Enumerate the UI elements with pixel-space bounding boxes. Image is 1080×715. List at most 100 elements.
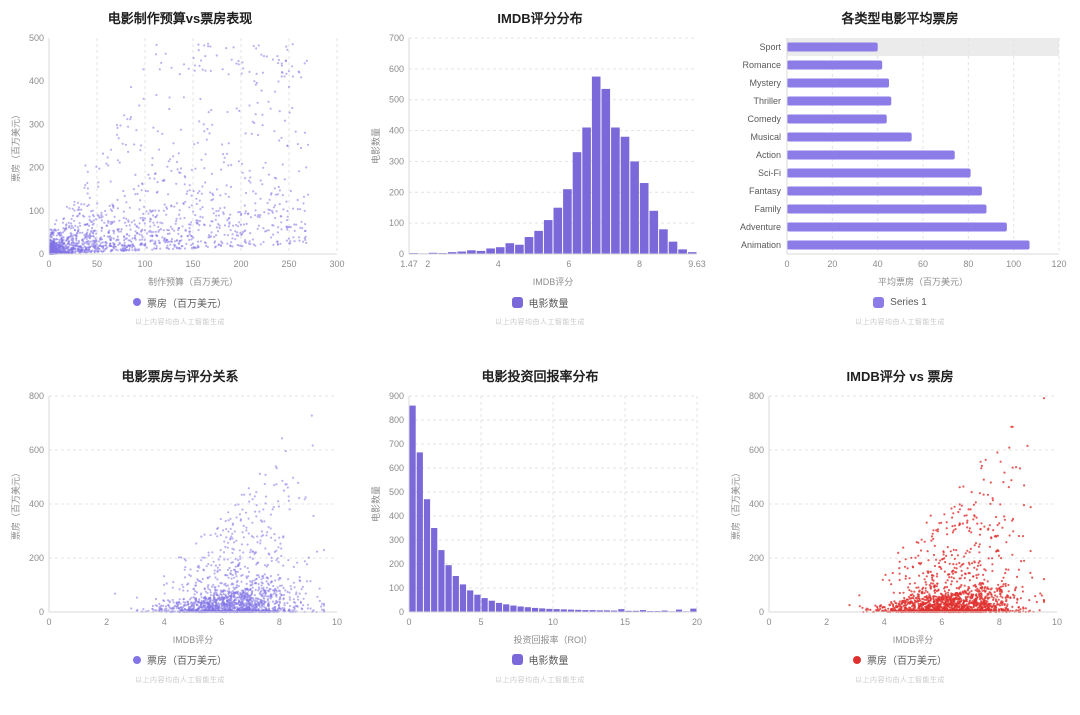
imdb-vs-boxoffice-scatter-plot[interactable]: 0 2 4 6 8 10 0 200 400 600 800 IMDB评分 票房（百万美元） [729,388,1071,646]
x-tick-label: 2 [824,617,829,627]
x-tick-label: 2 [425,259,430,269]
ai-generated-note: 以上内容均由人工智能生成 [495,676,585,684]
chart-card-boxoffice-vs-rating: 电影票房与评分关系 0 2 4 6 8 10 0 200 400 600 800 IMDB评分 票房（百… [0,357,360,715]
x-tick-label: 150 [185,259,200,269]
category-label: Fantasy [749,186,782,196]
category-label: Sport [759,42,781,52]
legend-marker-icon [511,296,523,308]
imdb-rating-histogram-plot[interactable]: 1.47 2 4 6 8 9.63 0 100 200 300 400 500 600 700 IMDB评分… [369,30,711,288]
chart-card-budget-vs-boxoffice: 电影制作预算vs票房表现 0 50 100 150 200 250 300 0 100 200 30… [0,0,360,358]
x-tick-label: 80 [963,259,973,269]
legend-boxoffice[interactable]: 票房（百万美元） [133,652,227,668]
axis-lines [48,395,337,612]
y-tick-label: 400 [29,499,44,509]
legend-movie-count[interactable]: 电影数量 [511,652,569,668]
ai-generated-note: 以上内容均由人工智能生成 [135,319,225,326]
chart-title: 电影制作预算vs票房表现 [107,11,253,26]
x-tick-label: 20 [827,259,837,269]
chart-title: IMDB评分 vs 票房 [846,368,954,384]
y-tick-label: 700 [389,33,404,43]
gridlines [831,38,1060,254]
category-label: Action [756,150,781,160]
axis-lines [786,38,1059,255]
y-tick-label: 300 [389,156,404,166]
x-tick-label: 1.47 [400,259,418,269]
axis-lines [48,38,337,255]
x-tick-label: 10 [548,617,558,627]
histogram-bars [409,76,697,254]
y-tick-label: 200 [29,163,44,173]
category-label: Animation [741,240,781,250]
y-tick-label: 200 [389,559,404,569]
y-tick-label: 100 [29,206,44,216]
ai-generated-note: 以上内容均由人工智能生成 [855,676,945,684]
x-tick-label: 50 [92,259,102,269]
legend-boxoffice[interactable]: 票房（百万美元） [853,652,947,668]
x-tick-label: 200 [233,259,248,269]
legend-label: 票房（百万美元） [867,656,947,667]
x-tick-label: 4 [496,259,501,269]
y-tick-label: 0 [399,249,404,259]
y-tick-label: 0 [39,249,44,259]
roi-histogram-plot[interactable]: 0 5 10 15 200100200300400500600700800900投资回报… [369,388,711,646]
chart-card-genre-average-boxoffice: 各类型电影平均票房 Sport Romance Mystery Thriller Com… [720,0,1080,358]
legend-label: 电影数量 [528,656,569,667]
legend-marker-icon [133,655,141,664]
gridlines [409,37,697,224]
legend-label: 电影数量 [528,298,569,310]
y-tick-label: 500 [389,95,404,105]
category-label: Romance [742,60,781,70]
x-tick-label: 8 [277,617,282,627]
chart-card-imdb-vs-boxoffice-red: IMDB评分 vs 票房 0 2 4 6 8 10 0 200 400 600 800 IMDB评分票… [720,357,1080,715]
x-tick-label: 6 [566,259,571,269]
x-tick-label: 0 [46,259,51,269]
x-tick-label: 4 [162,617,167,627]
y-tick-label: 400 [389,126,404,136]
chart-card-imdb-rating-distribution: IMDB评分分布 1.47 2 4 6 8 9.63 0 100 200 300 400 500 600… [360,0,720,358]
category-label: Thriller [753,96,781,106]
x-axis-label: IMDB评分 [533,277,574,287]
y-axis-label: 票房（百万美元） [10,110,21,182]
boxoffice-vs-rating-scatter-plot[interactable]: 0 2 4 6 8 10 0 200 400 600 800 IMDB评分 票房（百万美元） [9,388,351,646]
y-tick-label: 300 [389,535,404,545]
y-tick-label: 400 [29,76,44,86]
histogram-bars [409,405,697,612]
legend-marker-icon [511,654,523,665]
x-tick-label: 0 [784,259,789,269]
legend-boxoffice[interactable]: 票房（百万美元） [133,294,227,310]
legend-label: 票房（百万美元） [147,656,227,667]
chart-title: 各类型电影平均票房 [841,11,959,26]
y-tick-label: 0 [399,607,404,617]
x-tick-label: 120 [1051,259,1066,269]
ai-generated-note: 以上内容均由人工智能生成 [855,319,945,326]
x-axis-label: 制作预算（百万美元） [148,276,238,287]
y-tick-label: 500 [29,33,44,43]
x-tick-label: 20 [692,617,702,627]
category-label: Comedy [747,114,781,124]
budget-vs-boxoffice-scatter-plot[interactable]: 0 50 100 150 200 250 300 0 100 200 300 400 500 制作预算（百… [9,30,351,288]
genre-average-boxoffice-bar-plot[interactable]: Sport Romance Mystery Thriller Comedy Musical… [729,30,1071,288]
axis-lines [408,38,697,255]
scatter-points [48,42,310,255]
y-axis-label: 电影数量 [370,128,381,164]
x-tick-label: 100 [137,259,152,269]
scatter-points [848,396,1046,613]
axis-lines [408,395,697,612]
genre-bars [787,42,1030,250]
x-axis-label: IMDB评分 [893,635,934,645]
x-tick-label: 10 [332,617,342,627]
y-axis-label: 电影数量 [370,485,381,521]
y-tick-label: 600 [29,445,44,455]
category-label: Family [755,204,782,214]
gridlines [769,395,1057,558]
gridlines [49,395,337,558]
legend-movie-count[interactable]: 电影数量 [511,294,569,310]
legend-series-1[interactable]: Series 1 [873,294,927,310]
y-tick-label: 100 [389,218,404,228]
y-tick-label: 200 [749,553,764,563]
y-tick-label: 500 [389,487,404,497]
category-label: Mystery [750,78,782,88]
legend-label: 票房（百万美元） [147,298,227,310]
x-axis-label: 平均票房（百万美元） [878,276,968,287]
